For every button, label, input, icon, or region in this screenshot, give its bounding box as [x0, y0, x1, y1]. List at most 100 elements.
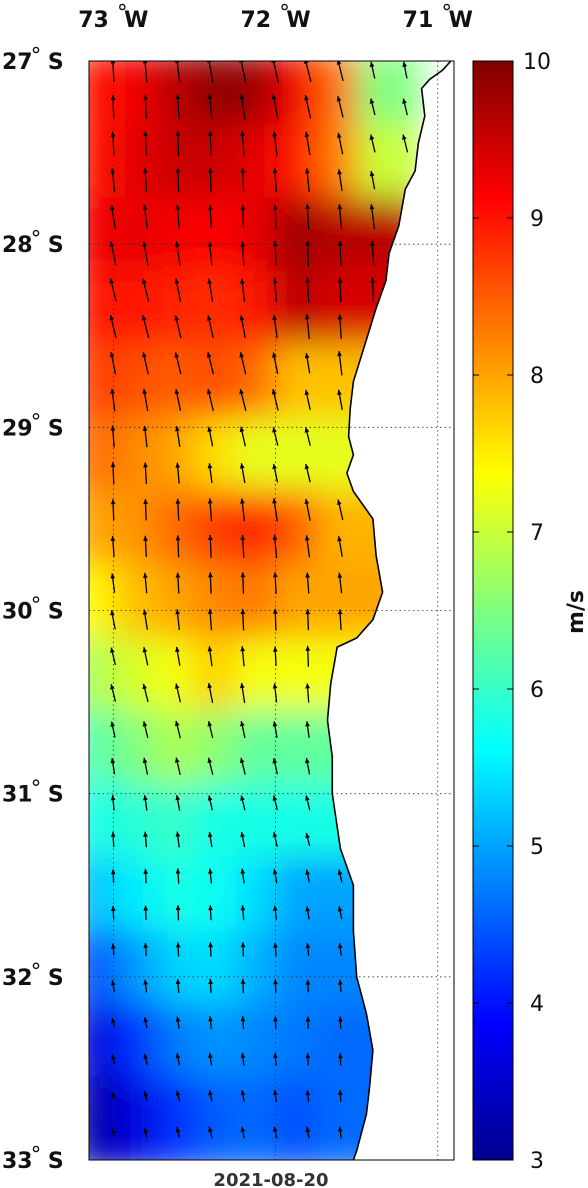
wind-arrow — [304, 131, 311, 156]
wind-arrow — [142, 647, 149, 666]
wind-arrow — [175, 794, 181, 811]
wind-arrow-head — [240, 831, 245, 838]
wind-arrow — [337, 906, 343, 920]
wind-arrow — [207, 498, 213, 522]
wind-arrow-head — [271, 94, 277, 100]
wind-arrow-head — [207, 683, 213, 689]
wind-arrow-head — [207, 757, 213, 764]
wind-arrow-head — [240, 131, 245, 137]
wind-arrow-head — [110, 610, 115, 616]
wind-arrow-head — [110, 647, 115, 653]
wind-arrow-head — [337, 1126, 343, 1132]
wind-arrow-head — [143, 795, 148, 801]
wind-arrow-head — [206, 388, 212, 395]
wind-arrow-head — [239, 757, 245, 764]
wind-arrow-head — [175, 1127, 181, 1133]
wind-arrow — [175, 204, 181, 229]
wind-arrow-head — [305, 1090, 311, 1096]
wind-arrow — [175, 868, 181, 884]
degree-symbol — [281, 3, 288, 11]
wind-arrow-head — [370, 277, 376, 283]
wind-arrow — [272, 905, 278, 920]
wind-arrow — [142, 721, 149, 739]
wind-arrow-head — [208, 572, 213, 578]
wind-arrow — [305, 942, 311, 956]
wind-arrow-head — [110, 168, 116, 174]
lat-tick-label: 27 S — [2, 50, 64, 75]
wind-arrow-head — [208, 1052, 213, 1059]
wind-arrow-head — [338, 1053, 343, 1059]
lat-tick-label: 31 S — [2, 783, 64, 808]
wind-arrow-head — [208, 534, 213, 541]
wind-arrow — [110, 61, 116, 82]
wind-arrow — [110, 573, 116, 593]
wind-arrow — [337, 869, 343, 883]
wind-arrow-head — [142, 352, 147, 358]
wind-arrow-head — [109, 204, 115, 211]
colorbar-tick-label: 9 — [530, 207, 544, 232]
wind-arrow — [305, 572, 310, 594]
wind-arrow-head — [272, 832, 278, 838]
wind-arrow — [240, 1089, 246, 1102]
wind-arrow-head — [110, 61, 116, 64]
wind-vectors — [109, 61, 409, 1139]
wind-arrow-head — [304, 535, 310, 541]
wind-arrow — [369, 204, 376, 230]
wind-arrow — [305, 683, 311, 703]
wind-arrow — [143, 868, 149, 884]
wind-arrow-head — [240, 535, 246, 541]
wind-arrow — [369, 61, 376, 79]
wind-arrow — [110, 647, 117, 666]
wind-arrow — [272, 427, 279, 446]
wind-arrow-head — [272, 721, 278, 727]
wind-arrow — [207, 757, 214, 775]
wind-arrow — [208, 978, 213, 994]
wind-arrow-head — [175, 609, 180, 615]
wind-arrow — [110, 462, 116, 485]
wind-arrow-head — [175, 1016, 181, 1022]
wind-arrow-head — [175, 795, 181, 801]
wind-arrow — [336, 132, 344, 155]
wind-arrow-head — [240, 1016, 246, 1022]
wind-arrow — [273, 1052, 278, 1066]
wind-arrow-head — [305, 609, 311, 615]
wind-arrow-head — [208, 1126, 213, 1133]
wind-arrow-head — [109, 315, 115, 321]
wind-arrow-head — [110, 573, 116, 579]
wind-arrow — [208, 1052, 213, 1066]
lon-tick-label: 71 W — [403, 8, 473, 33]
wind-arrow-head — [304, 168, 310, 174]
wind-arrow — [110, 831, 116, 848]
wind-arrow-head — [305, 1126, 311, 1133]
wind-arrow — [272, 868, 278, 884]
lat-tick-label: 32 S — [2, 966, 64, 991]
wind-arrow-head — [208, 1016, 213, 1022]
wind-arrow — [207, 608, 213, 631]
wind-arrow-head — [110, 905, 116, 911]
wind-arrow-head — [402, 61, 408, 68]
wind-arrow-head — [142, 61, 148, 64]
wind-arrow-head — [337, 350, 342, 357]
wind-arrow-head — [337, 277, 343, 283]
wind-arrow-head — [207, 426, 213, 433]
wind-arrow-head — [110, 462, 116, 468]
wind-arrow — [142, 167, 148, 193]
wind-arrow — [142, 757, 149, 775]
wind-arrow — [207, 130, 213, 156]
wind-arrow-head — [240, 1090, 246, 1096]
wind-arrow-head — [305, 572, 310, 578]
wind-arrow — [305, 795, 311, 811]
wind-arrow-head — [369, 61, 375, 68]
wind-arrow-head — [207, 608, 213, 615]
wind-arrow — [240, 868, 246, 884]
wind-arrow — [240, 795, 246, 811]
wind-arrow — [142, 609, 148, 630]
wind-arrow — [338, 1053, 343, 1066]
wind-arrow — [142, 352, 149, 375]
wind-arrow-head — [240, 942, 246, 948]
wind-arrow-head — [273, 942, 278, 948]
wind-arrow — [142, 241, 149, 266]
wind-arrow — [110, 499, 116, 521]
wind-arrow-head — [206, 352, 212, 358]
wind-arrow — [174, 683, 181, 703]
